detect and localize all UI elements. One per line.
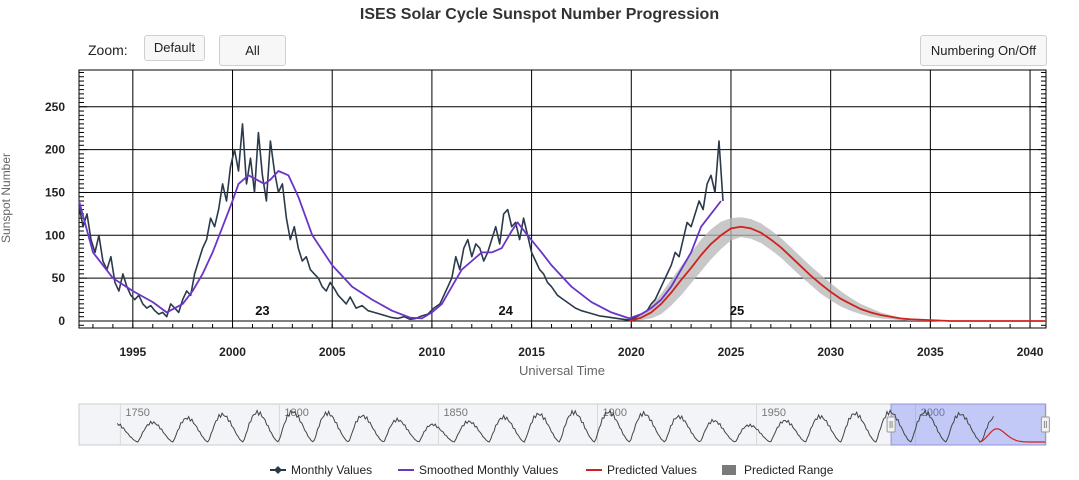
x-tick-label: 2025 xyxy=(718,345,745,359)
y-tick-label: 0 xyxy=(58,314,65,328)
numbering-toggle-button[interactable]: Numbering On/Off xyxy=(920,35,1047,66)
monthly-values-line xyxy=(78,123,724,321)
navigator[interactable]: 1750 1800 1850 1900 1950 2000 xyxy=(78,403,1050,446)
series-layer xyxy=(78,123,1046,322)
y-tick-label: 50 xyxy=(52,271,66,285)
predicted-range-layer xyxy=(629,217,951,321)
grid-layer xyxy=(78,69,1047,329)
legend-item-monthly-values[interactable]: Monthly Values xyxy=(270,463,372,477)
y-tick-label: 100 xyxy=(45,228,65,242)
legend-label: Monthly Values xyxy=(291,463,372,477)
legend-label: Predicted Values xyxy=(607,463,697,477)
predicted-range-band xyxy=(629,217,951,321)
legend-item-predicted-range[interactable]: Predicted Range xyxy=(722,463,834,477)
legend-label: Smoothed Monthly Values xyxy=(419,463,558,477)
x-tick-label: 2015 xyxy=(518,345,545,359)
navigator-predicted-line xyxy=(978,428,1046,443)
chart-title: ISES Solar Cycle Sunspot Number Progress… xyxy=(359,6,720,23)
y-tick-label: 150 xyxy=(45,185,65,199)
x-tick-label: 1995 xyxy=(119,345,146,359)
navigator-tick-label: 1950 xyxy=(762,407,786,419)
x-tick-label: 2005 xyxy=(319,345,346,359)
cycle-label: 24 xyxy=(498,303,513,318)
cycle-label: 25 xyxy=(730,303,744,318)
legend-label: Predicted Range xyxy=(744,463,834,477)
navigator-history-line xyxy=(116,409,994,443)
navigator-handle-right[interactable] xyxy=(1040,416,1050,433)
x-tick-label: 2030 xyxy=(817,345,844,359)
zoom-default-button[interactable]: Default xyxy=(144,35,205,61)
x-axis-label: Universal Time xyxy=(519,363,605,378)
y-axis-label: Sunspot Number xyxy=(0,153,13,243)
legend-item-smoothed-values[interactable]: Smoothed Monthly Values xyxy=(398,463,558,477)
legend-swatch xyxy=(722,465,736,475)
navigator-selection xyxy=(890,403,1046,446)
x-tick-label: 2010 xyxy=(419,345,446,359)
legend-item-predicted-values[interactable]: Predicted Values xyxy=(586,463,697,477)
navigator-handle-left[interactable] xyxy=(886,416,896,433)
plot-frame xyxy=(78,69,1047,329)
y-tick-label: 200 xyxy=(45,143,65,157)
axis-layer: 0 50 100 150 200 250 1995 2000 2005 2010 2015 2020 2… xyxy=(45,100,1044,359)
zoom-all-button[interactable]: All xyxy=(219,35,286,66)
x-tick-label: 2040 xyxy=(1017,345,1044,359)
x-tick-label: 2035 xyxy=(917,345,944,359)
x-tick-label: 2000 xyxy=(219,345,246,359)
predicted-values-line xyxy=(629,225,1046,322)
navigator-tick-label: 1750 xyxy=(125,407,149,419)
x-tick-label: 2020 xyxy=(618,345,645,359)
navigator-background xyxy=(78,403,1047,446)
legend-marker xyxy=(274,466,282,474)
legend: Monthly Values Smoothed Monthly Values Pre… xyxy=(270,463,834,477)
navigator-tick-label: 1800 xyxy=(284,407,308,419)
navigator-tick-label: 1900 xyxy=(602,407,626,419)
y-tick-label: 250 xyxy=(45,100,65,114)
navigator-tick-label: 1850 xyxy=(443,407,467,419)
smoothed-values-line xyxy=(78,170,722,320)
zoom-label: Zoom: xyxy=(88,42,128,58)
cycle-label: 23 xyxy=(255,303,269,318)
